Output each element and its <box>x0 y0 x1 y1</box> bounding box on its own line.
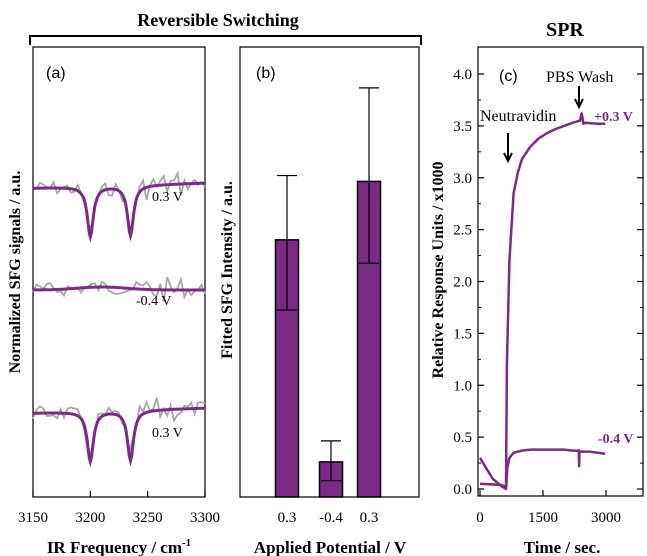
trace-label-top: 0.3 V <box>152 190 183 205</box>
panel-a-y-axis-label: Normalized SFG signals / a.u. <box>7 171 24 374</box>
panel-a-trace-labels: 0.3 V -0.4 V 0.3 V <box>136 190 183 441</box>
y-tick-label: 1.5 <box>453 326 472 342</box>
panel-b-frame <box>239 46 420 498</box>
x-tick-label: -0.4 <box>319 510 343 526</box>
panel-b-label: (b) <box>256 65 276 82</box>
panel-a-x-axis-label-superscript: -1 <box>182 537 191 549</box>
y-tick-label: 0.0 <box>453 482 472 498</box>
panel-b-bars <box>274 87 382 498</box>
panel-a-label: (a) <box>46 65 66 82</box>
annotation-neutravidin: Neutravidin <box>480 108 556 125</box>
annotation-pbs-wash: PBS Wash <box>546 69 613 86</box>
panel-a-x-axis-label: IR Frequency / cm-1 <box>47 537 191 556</box>
arrow-pbs-wash <box>574 86 584 110</box>
panel-c-x-ticks: 0 1500 3000 <box>476 490 621 526</box>
trace-label-bottom: 0.3 V <box>152 426 183 441</box>
panel-a-x-ticks: 3150 3200 3250 3300 <box>18 491 220 526</box>
x-tick-label: 0.3 <box>360 510 379 526</box>
y-tick-label: 3.5 <box>453 119 472 135</box>
series-line-minus-0-4v <box>478 448 606 491</box>
fit-curve-trace-3 <box>33 406 205 468</box>
panel-b-y-axis-label: Fitted SFG Intensity / a.u. <box>219 181 236 359</box>
x-tick-label: 0 <box>476 510 484 526</box>
x-tick-label: 3200 <box>75 510 105 526</box>
y-tick-label: 3.0 <box>453 171 472 187</box>
x-tick-label: 3150 <box>18 510 48 526</box>
fit-curve-trace-2 <box>33 285 205 292</box>
y-tick-label: 2.5 <box>453 223 472 239</box>
x-tick-label: 0.3 <box>278 510 297 526</box>
x-tick-label: 3000 <box>591 510 621 526</box>
panel-a-traces <box>32 170 206 468</box>
y-tick-label: 1.0 <box>453 378 472 394</box>
trace-label-middle: -0.4 V <box>136 294 172 309</box>
x-tick-label: 3300 <box>190 510 220 526</box>
panel-b-x-axis-label: Applied Potential / V <box>254 538 407 556</box>
panel-a-x-axis-label-text: IR Frequency / cm <box>47 538 182 556</box>
arrow-neutravidin <box>503 133 513 164</box>
y-tick-label: 0.5 <box>453 430 472 446</box>
spr-title: SPR <box>546 19 584 41</box>
x-tick-label: 3250 <box>133 510 163 526</box>
x-tick-label: 1500 <box>528 510 558 526</box>
y-tick-label: 2.0 <box>453 275 472 291</box>
panel-c-y-axis-label: Relative Response Units / x1000 <box>430 162 447 379</box>
panel-b-x-tick-labels: 0.3 -0.4 0.3 <box>278 510 379 526</box>
panel-a: (a) 0.3 V -0.4 V 0.3 V 3150 3200 3250 3300 … <box>7 46 220 556</box>
panel-c: (c) 0.0 0.5 1.0 1.5 2.0 2.5 3.0 3.5 4.0 0 1500 300… <box>430 46 644 556</box>
group-title: Reversible Switching <box>137 10 299 30</box>
panel-c-y-ticks: 0.0 0.5 1.0 1.5 2.0 2.5 3.0 3.5 4.0 <box>453 67 643 498</box>
panel-c-annotations: PBS Wash Neutravidin +0.3 V -0.4 V <box>480 69 634 447</box>
annotation-plus-0-3v: +0.3 V <box>594 110 633 125</box>
panel-c-x-axis-label: Time / sec. <box>524 538 601 556</box>
panel-c-frame <box>477 46 644 497</box>
fit-curve-trace-1 <box>33 181 205 243</box>
series-line-plus-0-3v <box>479 112 606 489</box>
panel-c-label: (c) <box>499 68 518 85</box>
panel-a-frame <box>32 46 206 498</box>
panel-c-series <box>478 112 606 491</box>
group-bracket <box>29 35 422 45</box>
y-tick-label: 4.0 <box>453 67 472 83</box>
panel-b: (b) 0.3 -0.4 0.3 Applied Potential / V Fit… <box>219 46 420 556</box>
annotation-minus-0-4v: -0.4 V <box>598 432 634 447</box>
